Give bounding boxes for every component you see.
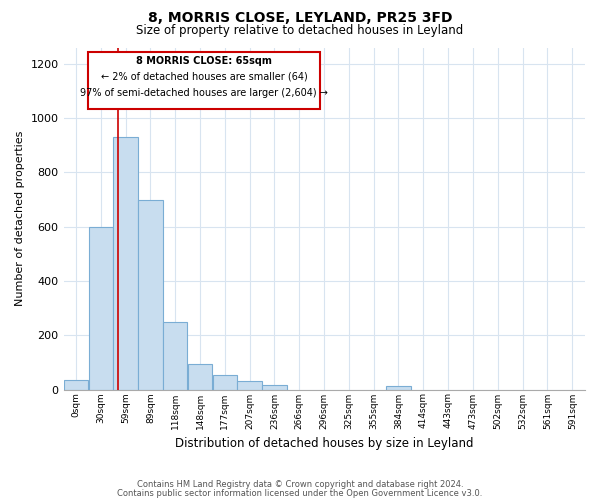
- Text: 8 MORRIS CLOSE: 65sqm: 8 MORRIS CLOSE: 65sqm: [136, 56, 272, 66]
- Bar: [386, 386, 410, 390]
- Bar: [188, 364, 212, 390]
- Text: Size of property relative to detached houses in Leyland: Size of property relative to detached ho…: [136, 24, 464, 37]
- Text: 8, MORRIS CLOSE, LEYLAND, PR25 3FD: 8, MORRIS CLOSE, LEYLAND, PR25 3FD: [148, 11, 452, 25]
- Y-axis label: Number of detached properties: Number of detached properties: [15, 131, 25, 306]
- Bar: [89, 226, 113, 390]
- Bar: [64, 380, 88, 390]
- Bar: [212, 374, 237, 390]
- Bar: [238, 381, 262, 390]
- Text: Contains public sector information licensed under the Open Government Licence v3: Contains public sector information licen…: [118, 488, 482, 498]
- Bar: [262, 384, 287, 390]
- Text: Contains HM Land Registry data © Crown copyright and database right 2024.: Contains HM Land Registry data © Crown c…: [137, 480, 463, 489]
- FancyBboxPatch shape: [88, 52, 320, 108]
- X-axis label: Distribution of detached houses by size in Leyland: Distribution of detached houses by size …: [175, 437, 473, 450]
- Bar: [163, 322, 187, 390]
- Bar: [138, 200, 163, 390]
- Text: 97% of semi-detached houses are larger (2,604) →: 97% of semi-detached houses are larger (…: [80, 88, 328, 98]
- Bar: [113, 137, 138, 390]
- Text: ← 2% of detached houses are smaller (64): ← 2% of detached houses are smaller (64): [101, 72, 308, 82]
